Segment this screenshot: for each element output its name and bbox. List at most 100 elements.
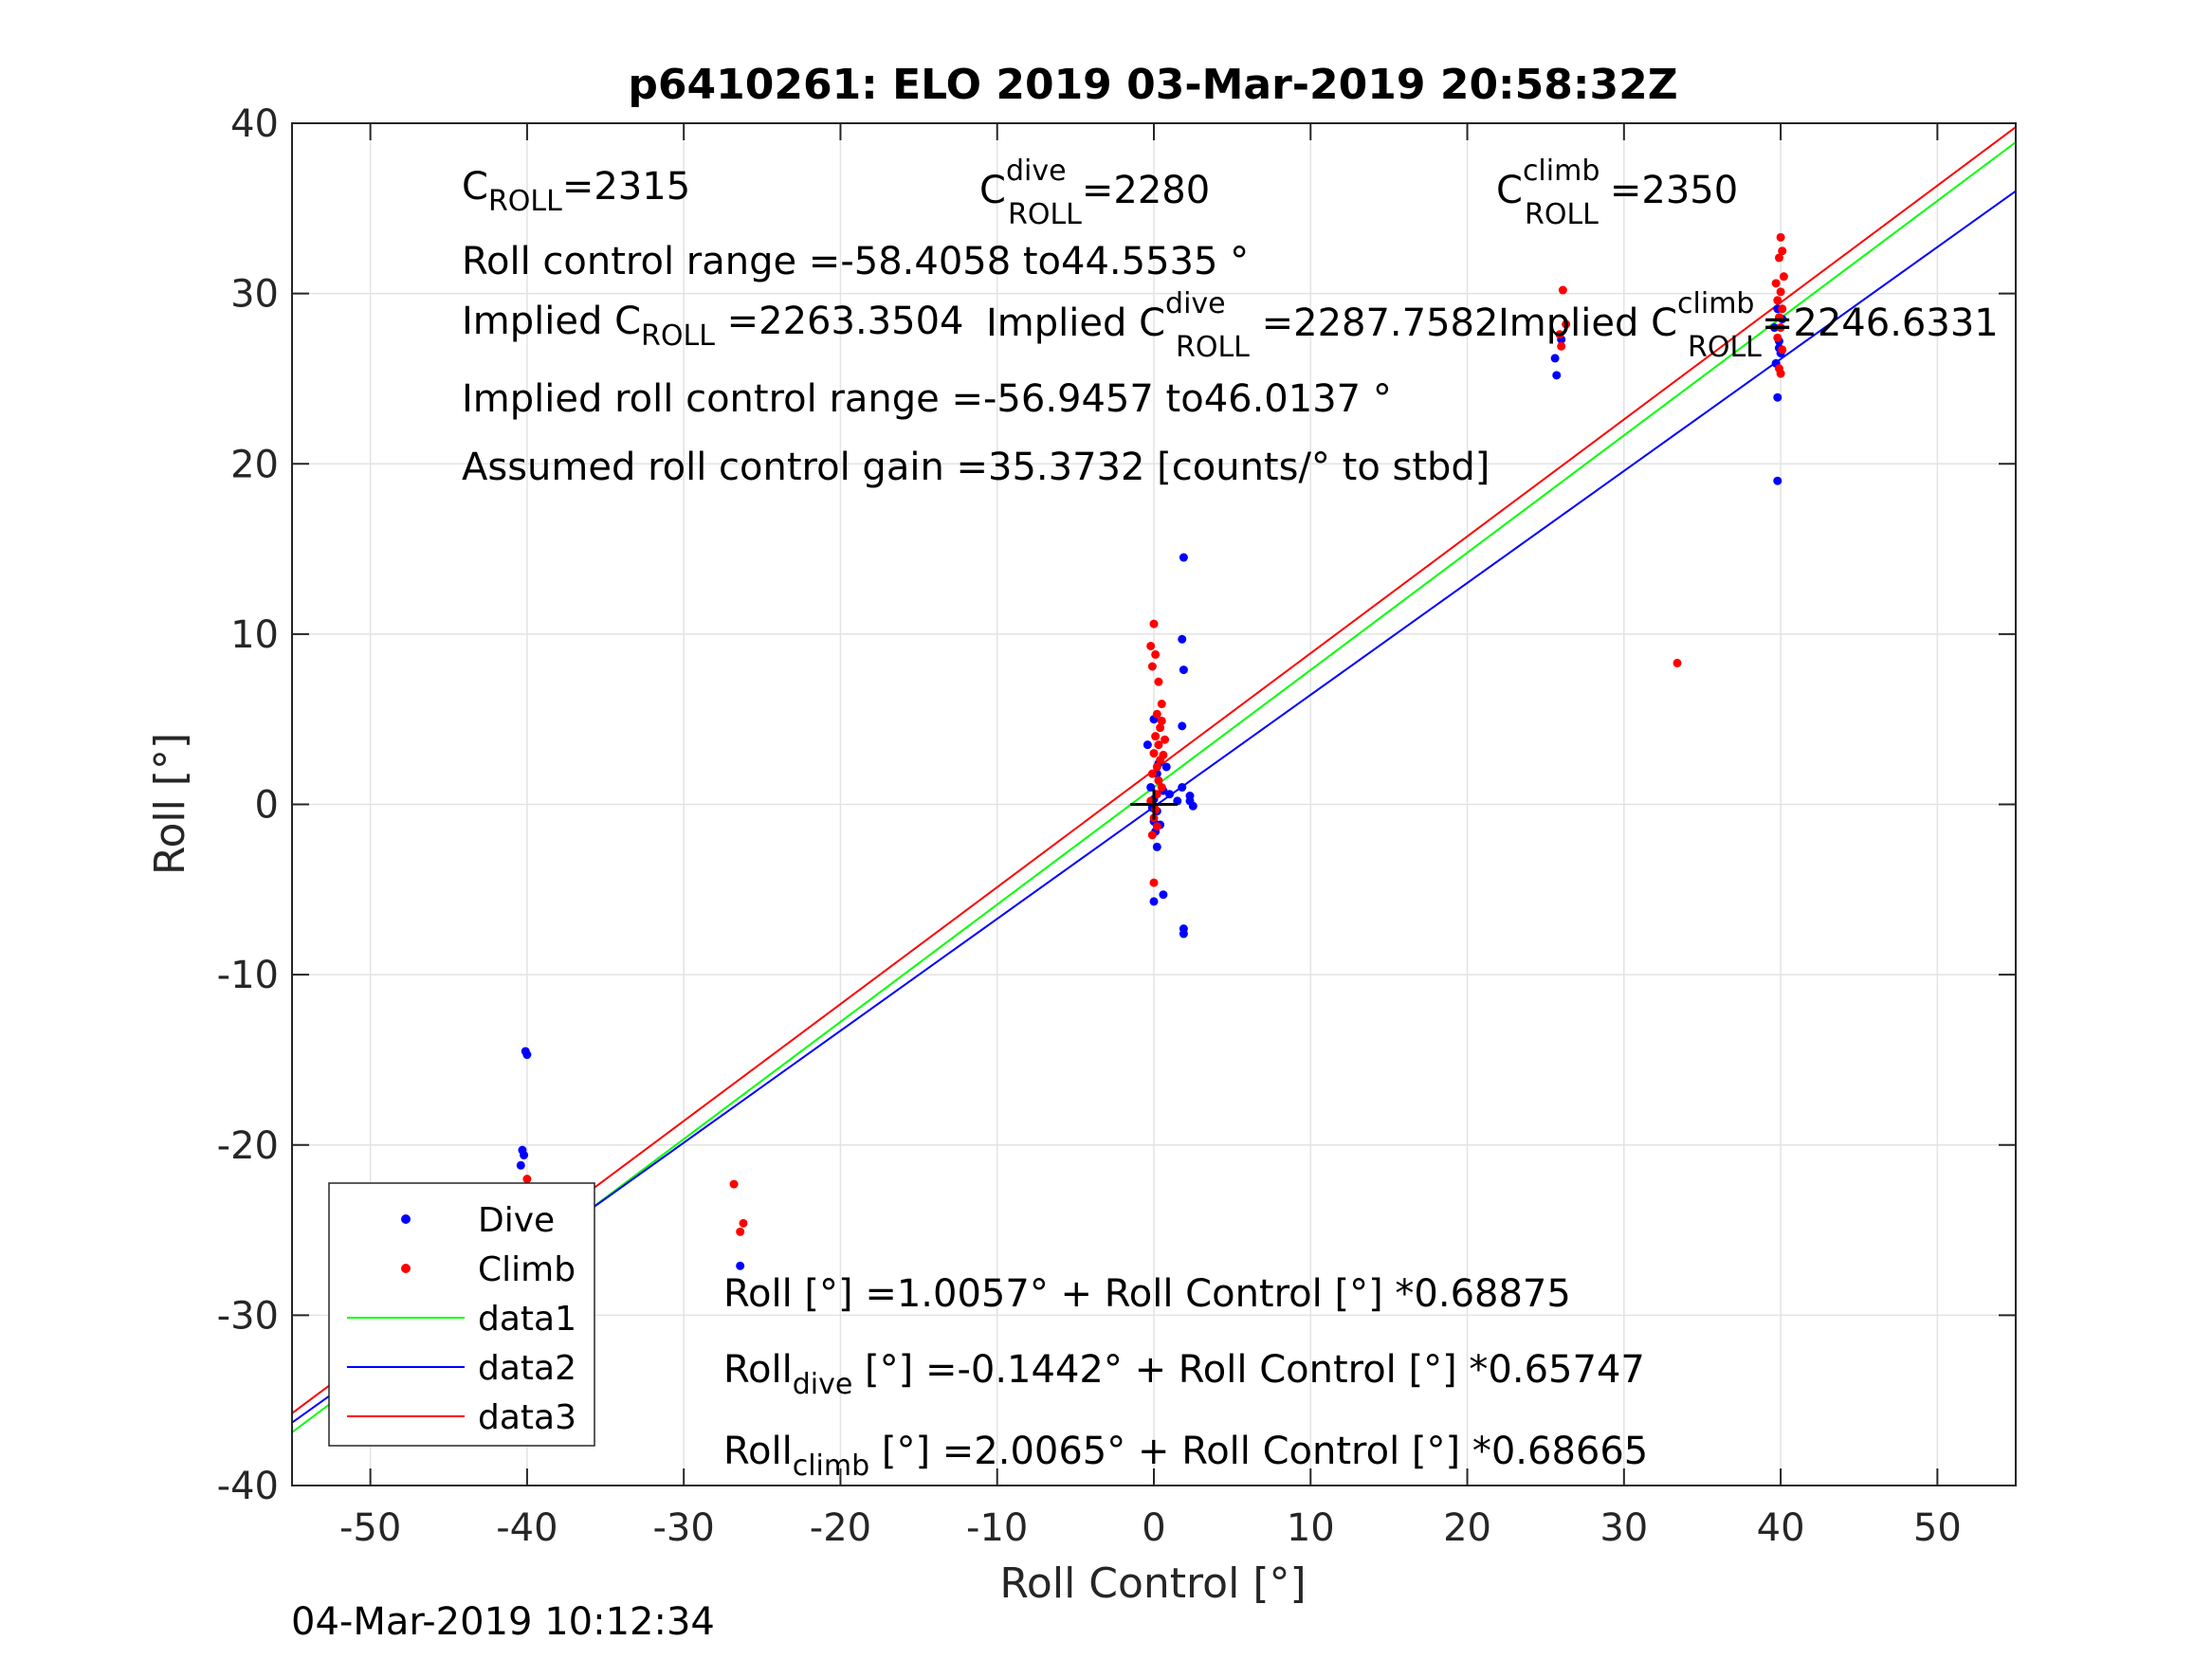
fit-dive-equation: Rolldive [°] =-0.1442° + Roll Control [°… [723,1348,1645,1401]
legend-items: Dive Climb data1 data2 data3 [347,1201,576,1437]
implied-c-roll-climb-sup: climb [1677,287,1754,320]
climb-point [1159,750,1168,759]
dive-point [1178,783,1187,793]
climb-point [739,1218,748,1228]
c-roll-dive-sub: ROLL [1008,198,1082,231]
x-tick-label: 20 [1443,1506,1491,1550]
y-tick-label: -10 [217,954,279,997]
legend-marker-dive [401,1214,411,1224]
y-tick-label: 20 [230,443,279,486]
climb-point [1771,279,1781,288]
legend-label-data2: data2 [478,1349,576,1388]
climb-point [522,1175,532,1184]
y-tick-label: 40 [230,102,279,146]
c-roll-value: =2315 [562,165,690,209]
dive-point [1179,665,1188,675]
c-roll-base: C [462,165,488,209]
climb-point [1776,232,1785,242]
dive-point [1165,790,1175,799]
dive-point [1179,553,1188,562]
x-tick-label: 40 [1757,1506,1805,1550]
climb-point [1774,253,1783,263]
fit-all-rest: [°] =1.0057° + Roll Control [°] *0.68875 [793,1272,1571,1316]
dive-point [520,1151,529,1160]
fit-climb-rest: [°] =2.0065° + Roll Control [°] *0.68665 [869,1430,1648,1473]
climb-point [1773,296,1782,305]
climb-point [1778,304,1787,314]
dive-point [522,1050,532,1060]
climb-point [1774,364,1783,374]
implied-c-roll-dive-value: =2287.7582 [1250,301,1499,345]
c-roll-climb-base: C [1496,169,1523,212]
implied-c-roll-prefix: Implied C [462,300,641,343]
implied-c-roll-climb-sub: ROLL [1688,331,1762,364]
implied-c-roll: Implied CROLL =2263.3504 [462,300,963,353]
dive-point [736,1261,745,1270]
climb-point [1774,313,1783,322]
climb-point [1776,287,1785,297]
dive-point [1178,721,1187,731]
x-tick-label: -50 [339,1506,401,1550]
climb-point [1156,723,1165,733]
climb-point [1151,649,1161,659]
implied-c-roll-sub: ROLL [641,319,715,353]
climb-point [1154,775,1163,785]
dive-point [1550,354,1560,363]
implied-c-roll-dive-sup: dive [1165,287,1226,320]
climb-point [1157,783,1166,793]
c-roll-dive-annotation: Cdive ROLL=2280 [979,155,1210,231]
climb-point [1154,740,1163,750]
dive-point [1159,890,1168,900]
c-roll-dive-sup: dive [1006,155,1067,188]
y-axis-label: Roll [°] [146,733,194,875]
dive-point [1773,476,1782,485]
climb-point [1146,641,1156,650]
x-tick-label: -40 [496,1506,558,1550]
roll-control-gain: Assumed roll control gain =35.3732 [coun… [462,446,1490,489]
climb-point [1149,619,1159,629]
dive-point [1552,371,1562,380]
legend-marker-climb [401,1264,411,1273]
y-tick-label: 0 [255,784,279,828]
fit-dive-sub: dive [793,1368,853,1401]
fit-climb-equation: Rollclimb [°] =2.0065° + Roll Control [°… [723,1430,1648,1483]
fit-dive-base: Roll [723,1348,793,1392]
climb-point [729,1179,739,1189]
fit-climb-base: Roll [723,1430,793,1473]
dive-point [1769,323,1779,333]
climb-point [1152,822,1161,831]
climb-point [1152,762,1161,772]
x-tick-label: -10 [966,1506,1028,1550]
implied-c-roll-dive: Implied Cdive ROLL =2287.7582 [986,287,1498,364]
c-roll-sub: ROLL [488,185,562,218]
dive-point [1152,842,1161,851]
legend-box [328,1182,595,1447]
c-roll-climb-annotation: Cclimb ROLL =2350 [1496,155,1738,231]
c-roll-annotation: CROLL=2315 [462,165,690,218]
dive-point [1773,392,1782,402]
climb-point [736,1227,745,1236]
implied-c-roll-climb-prefix: Implied C [1498,301,1677,345]
c-roll-dive-value: =2280 [1082,169,1210,212]
dive-point [1178,634,1187,644]
y-tick-label: 30 [230,273,279,317]
dive-point [1149,897,1159,906]
climb-point [1776,323,1785,333]
chart-title: p6410261: ELO 2019 03-Mar-2019 20:58:32Z [628,61,1677,109]
x-axis-label: Roll Control [°] [999,1559,1306,1608]
climb-point [1778,246,1787,256]
legend-label-data1: data1 [478,1300,576,1339]
timestamp: 04-Mar-2019 10:12:34 [291,1600,715,1644]
axis-ticks: -50 -40 -30 -20 -10 0 10 20 30 40 50 -40 -30 -20 -10 0 1… [217,102,2016,1550]
climb-point [1152,709,1161,719]
x-tick-label: 10 [1287,1506,1335,1550]
fit-dive-rest: [°] =-0.1442° + Roll Control [°] *0.6574… [852,1348,1645,1392]
roll-control-range: Roll control range =-58.4058 to44.5535 ° [462,240,1249,283]
legend-label-climb: Climb [478,1250,576,1289]
climb-point [1779,272,1788,282]
dive-point [1179,929,1188,939]
climb-point [1147,830,1157,840]
climb-point [1149,749,1159,758]
y-tick-label: -30 [217,1294,279,1338]
